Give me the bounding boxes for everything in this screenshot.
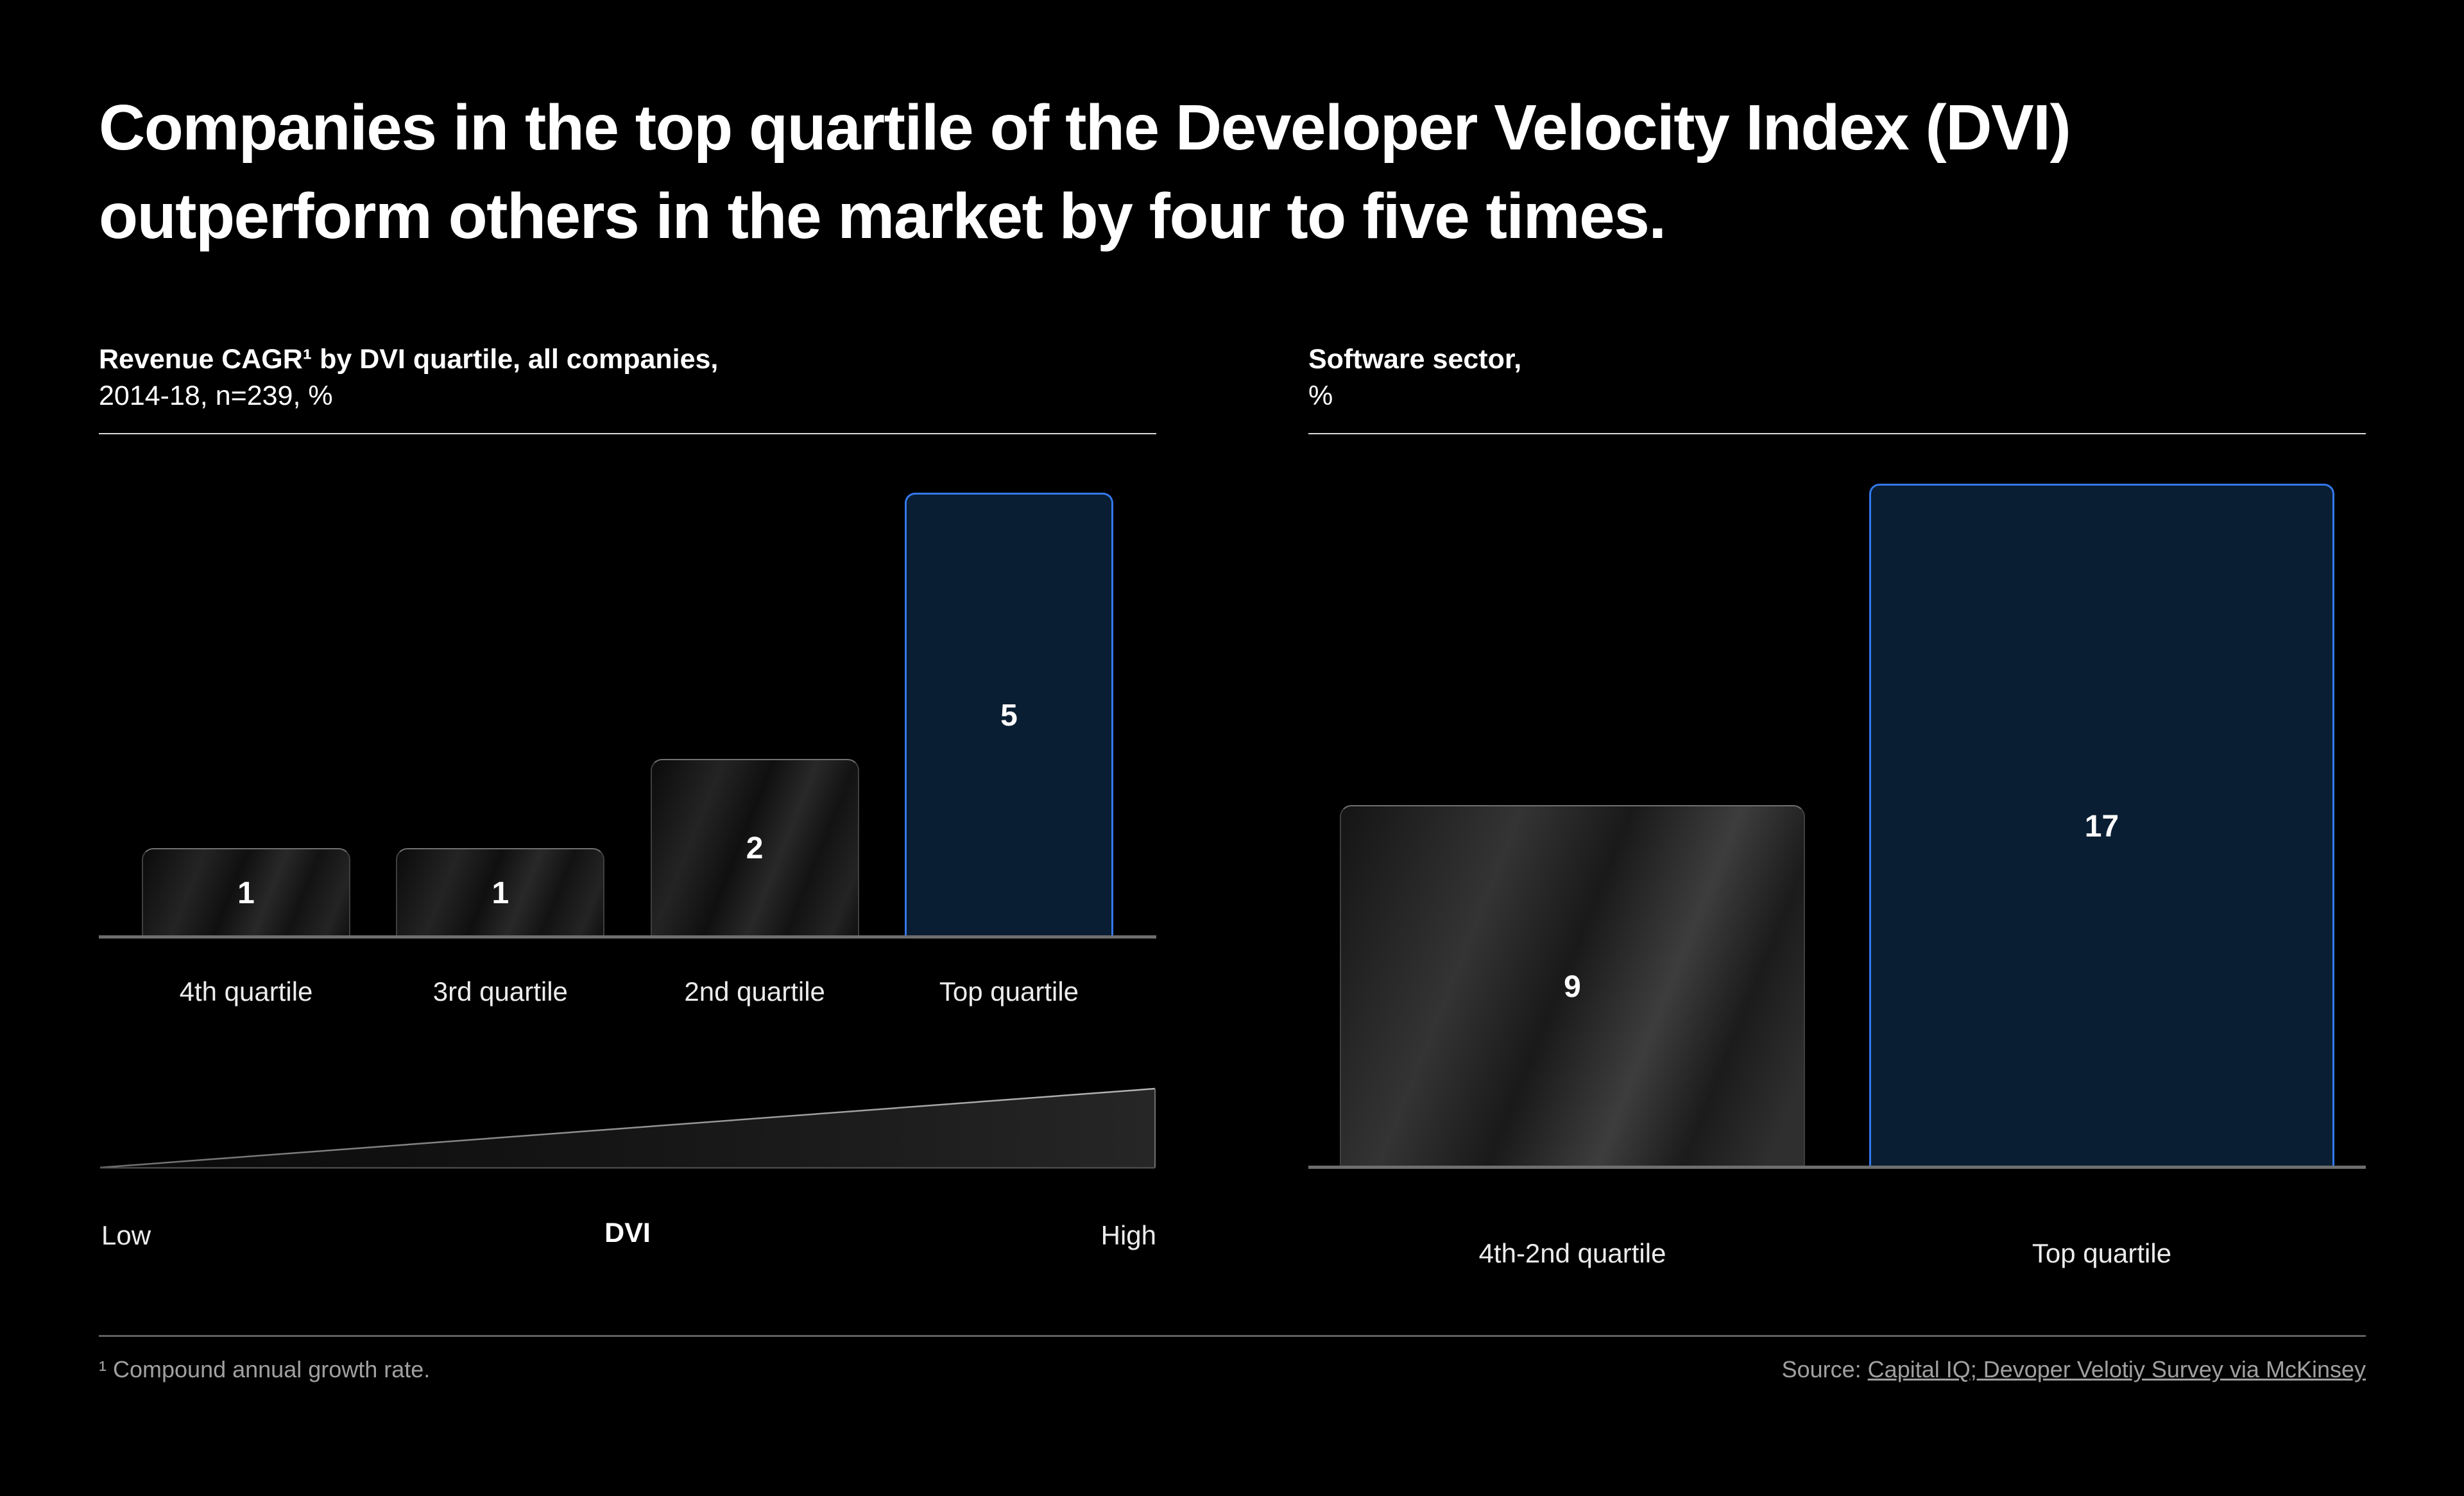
page-title-line-2: outperform others in the market by four … <box>99 180 1666 252</box>
right-chart-title: Software sector, <box>1308 344 1522 375</box>
source-prefix: Source: <box>1781 1356 1868 1382</box>
left-chart-subtitle: 2014-18, n=239, % <box>99 380 333 411</box>
category-label-4th-quartile: 4th quartile <box>179 976 313 1007</box>
dvi-label: DVI <box>604 1218 651 1248</box>
dvi-gradient-wedge <box>99 1087 1156 1169</box>
right-chart-x-axis <box>1308 1166 2366 1169</box>
category-label-4th-2nd-quartile: 4th-2nd quartile <box>1478 1238 1666 1268</box>
bar-2nd-quartile: 2 <box>650 759 859 937</box>
right-chart: Software sector, % 9 17 4th-2nd quartile T… <box>1308 0 2366 1496</box>
right-chart-header: Software sector, % <box>1308 341 2366 414</box>
bar-value-label: 1 <box>492 876 509 910</box>
bar-value-label: 17 <box>2084 809 2119 844</box>
category-label-top-quartile: Top quartile <box>939 976 1079 1007</box>
left-chart-x-axis <box>99 935 1156 939</box>
dvi-axis-annotation: Low DVI High <box>99 1218 1156 1259</box>
page-title: Companies in the top quartile of the Dev… <box>99 83 2409 260</box>
bar-top-quartile: 5 <box>904 493 1113 937</box>
bar-top-quartile: 17 <box>1869 484 2334 1167</box>
left-chart: Revenue CAGR¹ by DVI quartile, all compa… <box>99 0 1156 1496</box>
right-chart-bars: 9 17 <box>1308 461 2366 1167</box>
bar-3rd-quartile: 1 <box>396 848 605 937</box>
right-header-rule <box>1308 433 2366 434</box>
bar-value-label: 1 <box>237 876 255 910</box>
category-label-2nd-quartile: 2nd quartile <box>684 976 825 1007</box>
left-chart-title: Revenue CAGR¹ by DVI quartile, all compa… <box>99 344 719 375</box>
footer-rule <box>99 1335 2366 1337</box>
right-chart-category-labels: 4th-2nd quartile Top quartile <box>1308 1237 2366 1270</box>
source-line: Source: Capital IQ; Devoper Velotiy Surv… <box>1782 1355 2366 1384</box>
bar-4th-quartile: 1 <box>142 848 350 937</box>
dvi-low-label: Low <box>101 1220 151 1250</box>
right-chart-subtitle: % <box>1308 380 1333 411</box>
bar-4th-2nd-quartile: 9 <box>1340 805 1805 1167</box>
footnote: ¹ Compound annual growth rate. <box>99 1356 431 1382</box>
left-chart-header: Revenue CAGR¹ by DVI quartile, all compa… <box>99 341 1156 414</box>
bar-value-label: 5 <box>1000 699 1018 733</box>
category-label-3rd-quartile: 3rd quartile <box>432 976 568 1007</box>
bar-value-label: 2 <box>746 831 764 865</box>
left-chart-category-labels: 4th quartile 3rd quartile 2nd quartile Top … <box>99 975 1156 1008</box>
category-label-top-quartile: Top quartile <box>2032 1238 2172 1268</box>
dvi-high-label: High <box>1100 1220 1156 1250</box>
left-chart-bars: 1 1 2 5 <box>99 488 1156 937</box>
page-title-line-1: Companies in the top quartile of the Dev… <box>99 92 2071 164</box>
bar-value-label: 9 <box>1564 969 1581 1004</box>
left-header-rule <box>99 433 1156 434</box>
source-link[interactable]: Capital IQ; Devoper Velotiy Survey via M… <box>1867 1356 2366 1382</box>
